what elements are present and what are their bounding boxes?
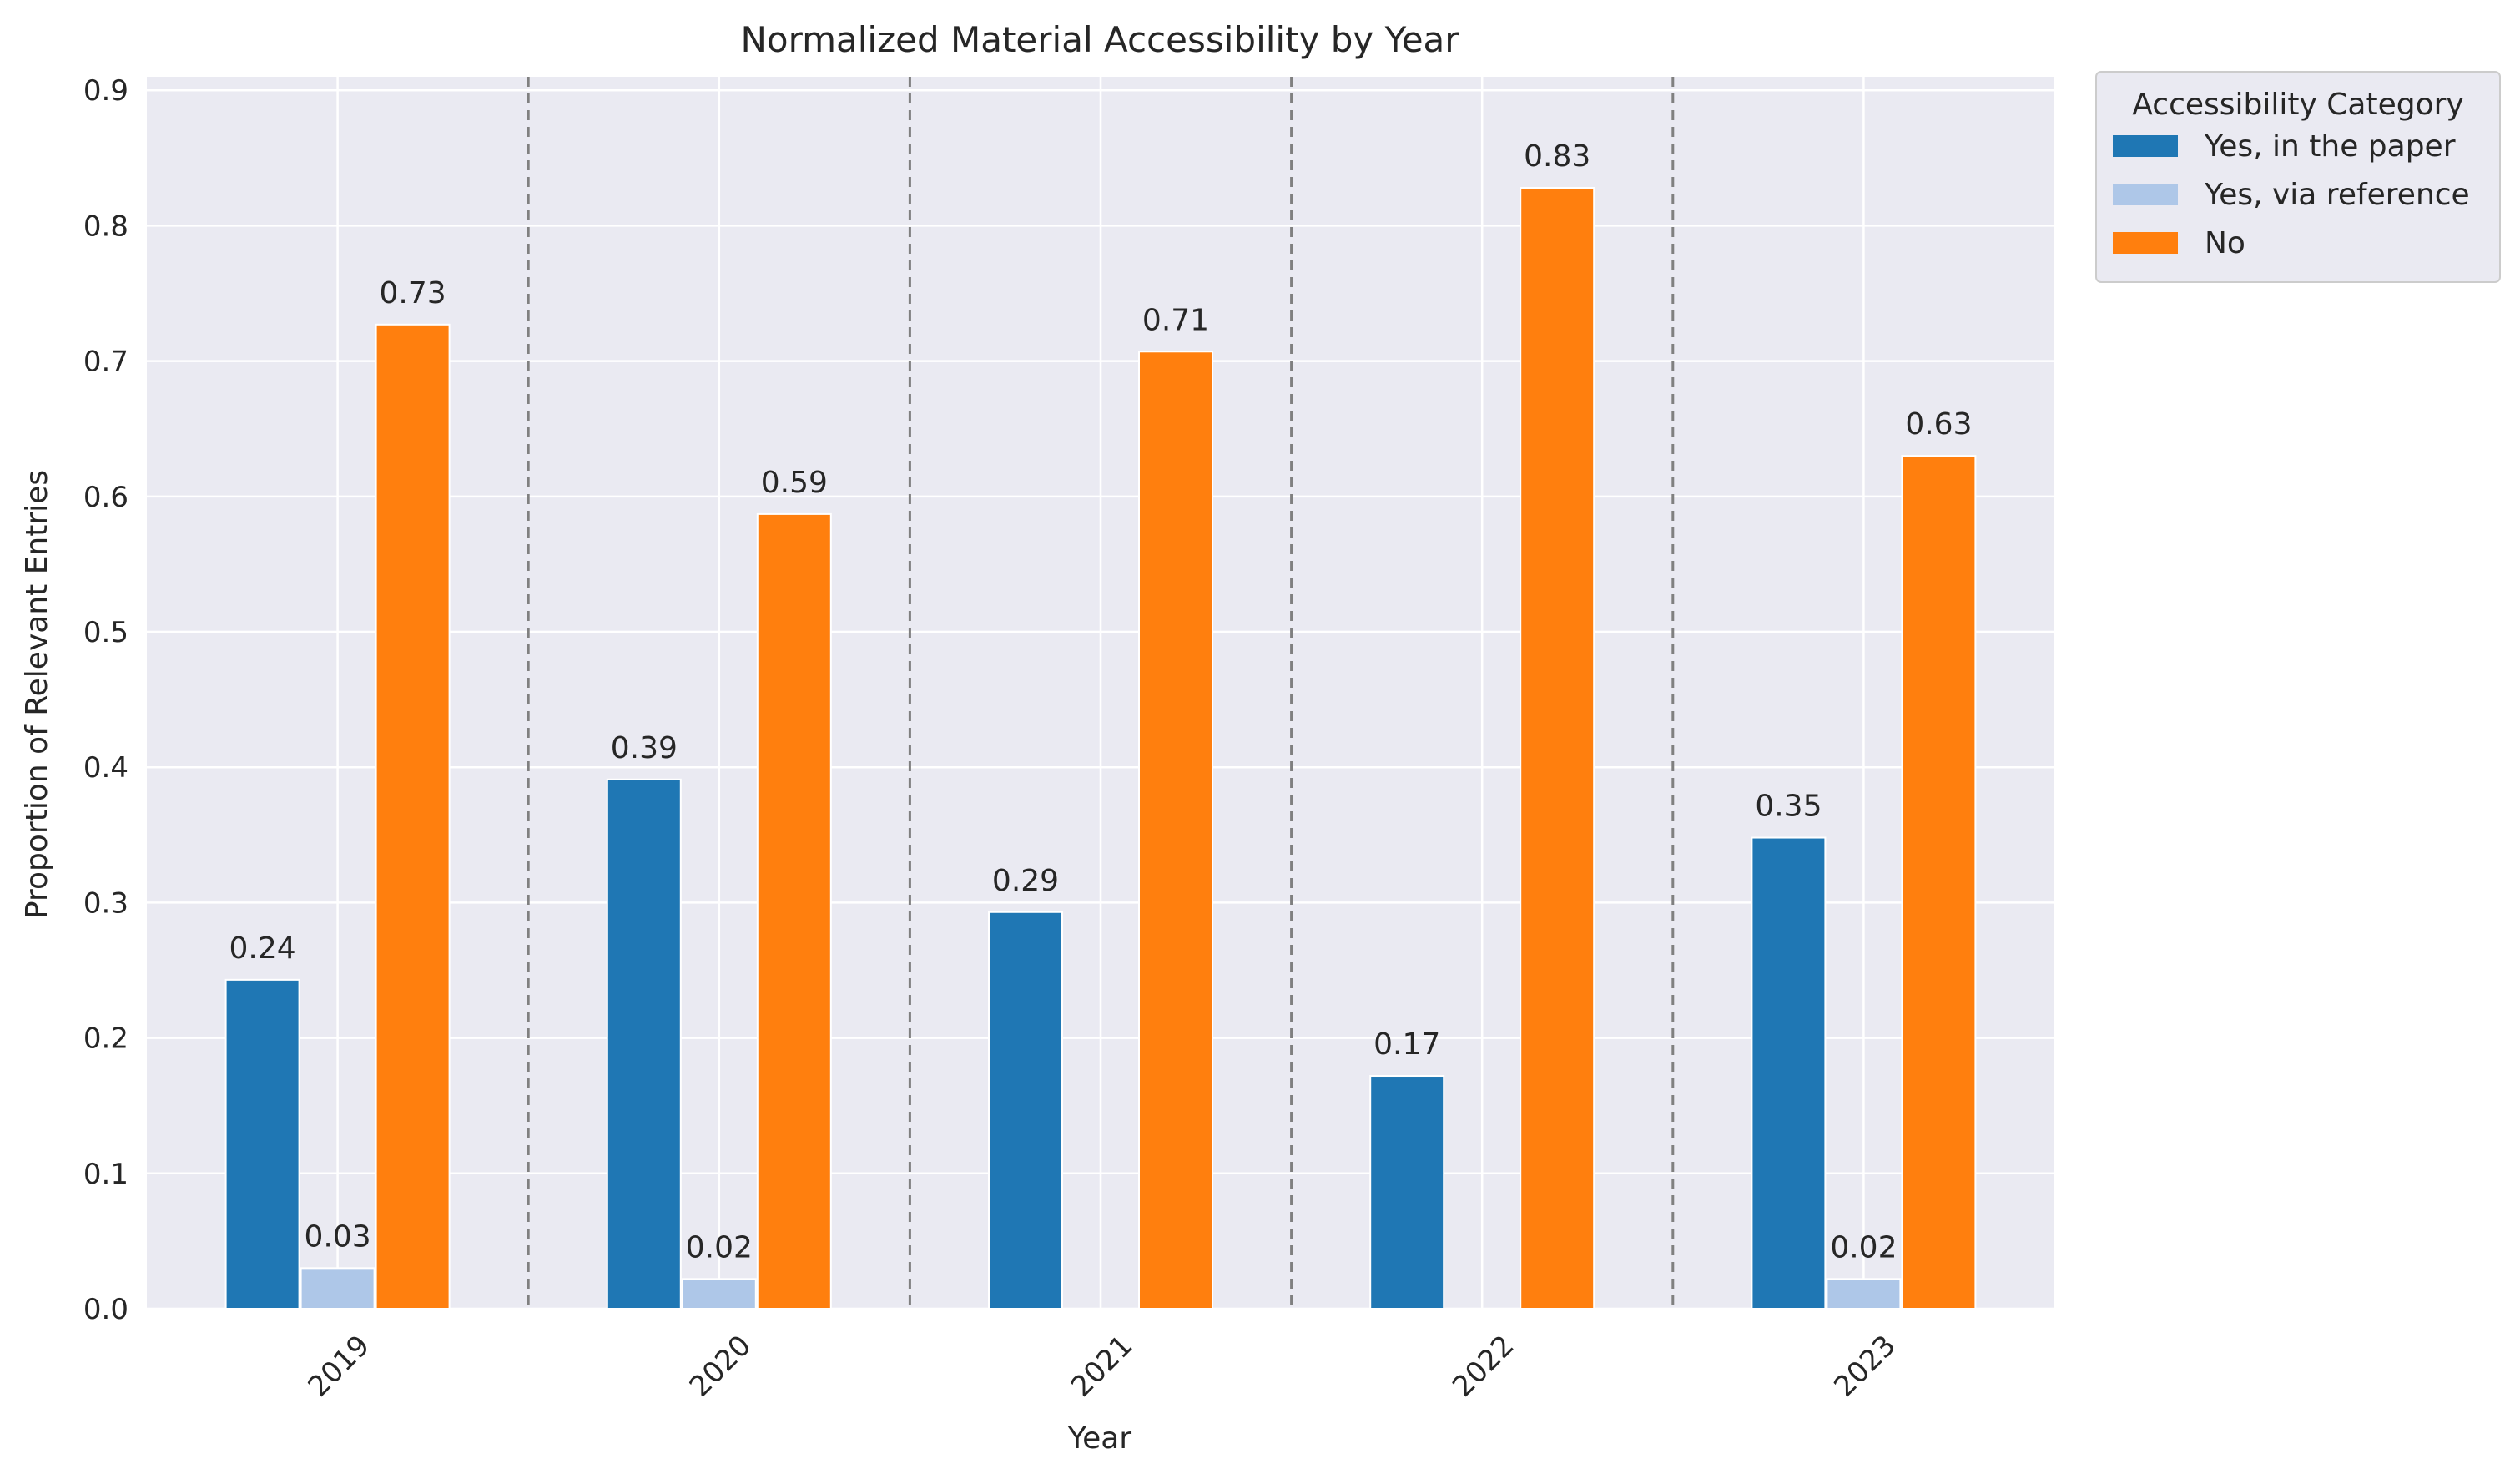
bar-value-label: 0.29 xyxy=(992,864,1059,898)
y-tick-label: 0.8 xyxy=(83,209,129,243)
plot-area: 0.24 0.39 0.29 0.17 0.35 0.03 0.02 0.02 0.73 0.59… xyxy=(83,74,2054,1404)
bar xyxy=(1138,351,1213,1310)
legend-title: Accessibility Category xyxy=(2132,88,2463,122)
bar-value-label: 0.02 xyxy=(686,1230,753,1264)
y-tick-label: 0.2 xyxy=(83,1022,129,1056)
y-tick-label: 0.6 xyxy=(83,481,129,514)
bar xyxy=(988,911,1063,1310)
legend-box xyxy=(2095,71,2501,283)
legend-entry-label: Yes, in the paper xyxy=(2204,129,2456,164)
legend-swatch xyxy=(2113,184,2178,205)
bar xyxy=(1901,455,1977,1310)
bar-value-label: 0.83 xyxy=(1524,139,1590,174)
bar xyxy=(375,323,451,1310)
legend-swatch xyxy=(2113,232,2178,254)
bar-value-label: 0.73 xyxy=(380,276,446,310)
y-tick-label: 0.4 xyxy=(83,751,129,785)
y-tick-label: 0.5 xyxy=(83,616,129,649)
bar-value-label: 0.24 xyxy=(229,931,296,966)
bar-value-label: 0.71 xyxy=(1142,303,1209,337)
y-tick-label: 0.1 xyxy=(83,1158,129,1191)
bar xyxy=(681,1278,757,1310)
bar xyxy=(1369,1075,1445,1310)
bar-value-label: 0.39 xyxy=(611,731,678,765)
legend-swatch xyxy=(2113,135,2178,157)
bar xyxy=(1751,836,1827,1310)
bar-value-label: 0.35 xyxy=(1755,790,1822,824)
legend-entry-label: No xyxy=(2205,226,2245,260)
bar xyxy=(224,978,300,1310)
bar xyxy=(606,778,682,1310)
bar-value-label: 0.59 xyxy=(761,466,828,500)
y-tick-label: 0.3 xyxy=(83,886,129,920)
legend: Accessibility Category Yes, in the paper… xyxy=(2095,71,2501,283)
bar-value-label: 0.17 xyxy=(1373,1027,1440,1062)
bar-value-label: 0.63 xyxy=(1905,407,1972,442)
bar xyxy=(300,1267,375,1310)
bar xyxy=(1520,187,1595,1310)
y-axis-label: Proportion of Relevant Entries xyxy=(20,470,54,919)
bar-value-label: 0.03 xyxy=(305,1219,371,1254)
x-axis-label: Year xyxy=(1067,1421,1131,1456)
y-tick-label: 0.9 xyxy=(83,74,129,108)
bar xyxy=(1826,1278,1902,1310)
y-tick-label: 0.0 xyxy=(83,1293,129,1326)
bar-value-label: 0.02 xyxy=(1830,1230,1897,1264)
legend-entry-label: Yes, via reference xyxy=(2204,178,2470,212)
bar xyxy=(756,512,832,1310)
chart-title: Normalized Material Accessibility by Yea… xyxy=(740,19,1459,60)
y-tick-label: 0.7 xyxy=(83,346,129,379)
